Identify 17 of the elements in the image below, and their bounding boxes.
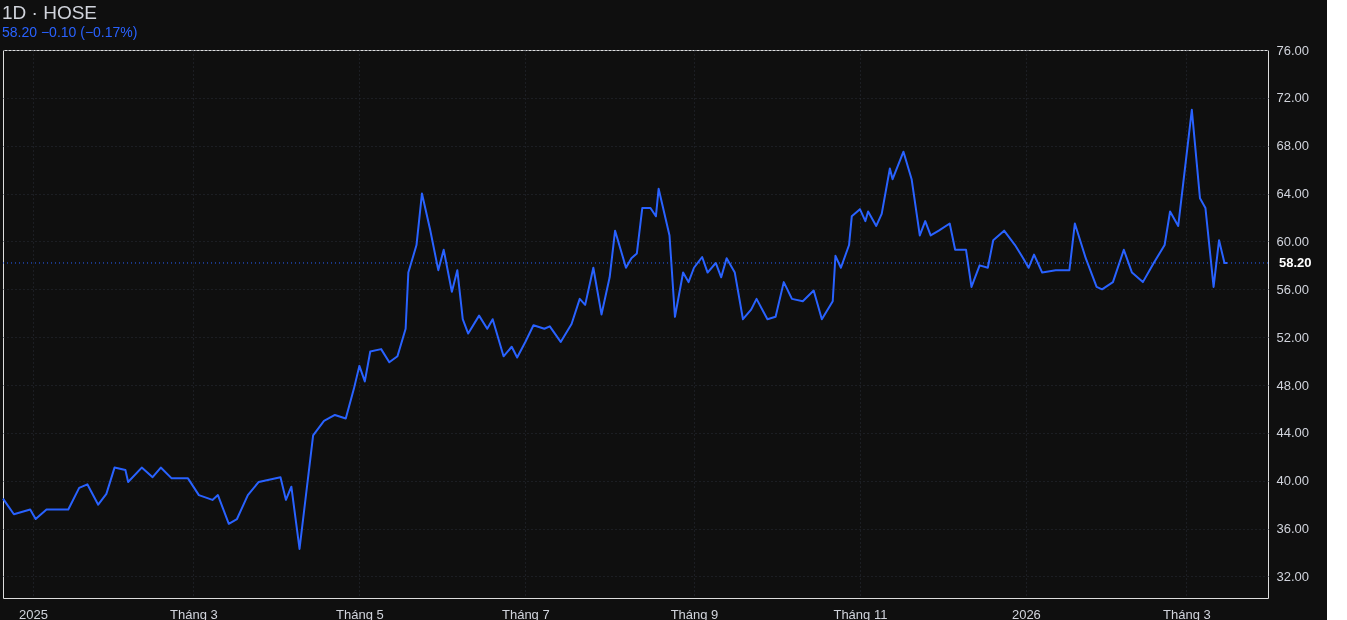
x-tick-label: 2026: [1011, 606, 1041, 620]
y-tick-label: 60.00: [1276, 233, 1310, 249]
y-tick-label: 44.00: [1276, 425, 1310, 441]
chart-title: 1D · HOSE: [2, 2, 98, 23]
y-tick-label: 40.00: [1276, 473, 1310, 489]
y-tick-label: 36.00: [1276, 521, 1310, 537]
y-tick-label: 48.00: [1276, 377, 1310, 393]
y-tick-label: 72.00: [1276, 90, 1310, 106]
x-tick-label: 2025: [18, 606, 48, 620]
y-tick-label: 68.00: [1276, 138, 1310, 154]
y-tick-label: 56.00: [1276, 281, 1310, 297]
ref-line-label: 58.20: [1279, 254, 1312, 270]
y-tick-label: 52.00: [1276, 329, 1310, 345]
y-tick-label: 32.00: [1276, 568, 1310, 584]
y-tick-label: 64.00: [1276, 186, 1310, 202]
y-tick-label: 76.00: [1276, 42, 1310, 58]
chart-subtitle: 58.20 −0.10 (−0.17%): [2, 24, 138, 40]
